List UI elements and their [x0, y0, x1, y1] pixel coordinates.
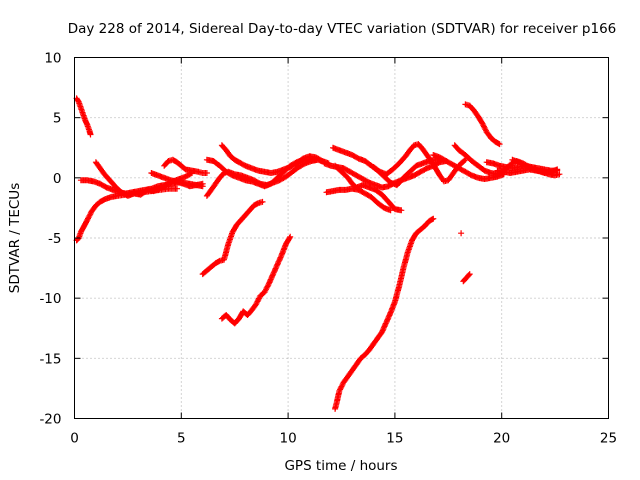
- series-s24: [458, 230, 465, 237]
- y-tick-label: 10: [44, 51, 61, 67]
- y-axis-label: SDTVAR / TECUs: [7, 183, 23, 293]
- series-s1: [73, 95, 94, 138]
- chart-title: Day 228 of 2014, Sidereal Day-to-day VTE…: [68, 21, 617, 37]
- x-tick-label: 0: [70, 431, 79, 447]
- series-markers: [460, 271, 473, 285]
- x-tick-label: 15: [386, 431, 403, 447]
- series-s11: [218, 233, 294, 327]
- series-s5: [161, 156, 210, 176]
- series-markers: [332, 215, 437, 412]
- y-tick-label: -15: [39, 351, 61, 367]
- x-tick-label: 5: [177, 431, 186, 447]
- series-markers: [161, 156, 210, 176]
- y-tick-label: -10: [39, 291, 61, 307]
- y-tick-label: -5: [48, 231, 61, 247]
- y-tick-label: 0: [53, 171, 62, 187]
- series-s10: [199, 198, 266, 278]
- series-markers: [509, 156, 561, 176]
- series-markers: [92, 159, 195, 199]
- series-s16: [332, 215, 437, 412]
- series-s25: [460, 271, 473, 285]
- series-markers: [462, 101, 503, 148]
- y-tick-label: 5: [53, 111, 62, 127]
- series-markers: [148, 170, 206, 190]
- series-markers: [73, 95, 94, 138]
- series-markers: [218, 233, 294, 327]
- data-series: [73, 95, 563, 412]
- series-s23: [509, 156, 561, 176]
- series-s20: [462, 101, 503, 148]
- series-s14: [323, 185, 394, 214]
- series-s9: [218, 142, 332, 176]
- x-axis-label: GPS time / hours: [284, 458, 397, 474]
- series-s6: [148, 170, 206, 190]
- series-s4: [92, 159, 195, 199]
- x-tick-label: 25: [600, 431, 617, 447]
- series-markers: [323, 185, 394, 214]
- series-markers: [458, 230, 465, 237]
- series-markers: [218, 142, 332, 176]
- x-tick-label: 10: [280, 431, 297, 447]
- axis-ticks: 0 5 10 15 20 25 -20 -15 -10 -5 0 5 10: [39, 51, 617, 447]
- series-markers: [199, 198, 266, 278]
- x-tick-label: 20: [493, 431, 510, 447]
- y-tick-label: -20: [39, 412, 61, 428]
